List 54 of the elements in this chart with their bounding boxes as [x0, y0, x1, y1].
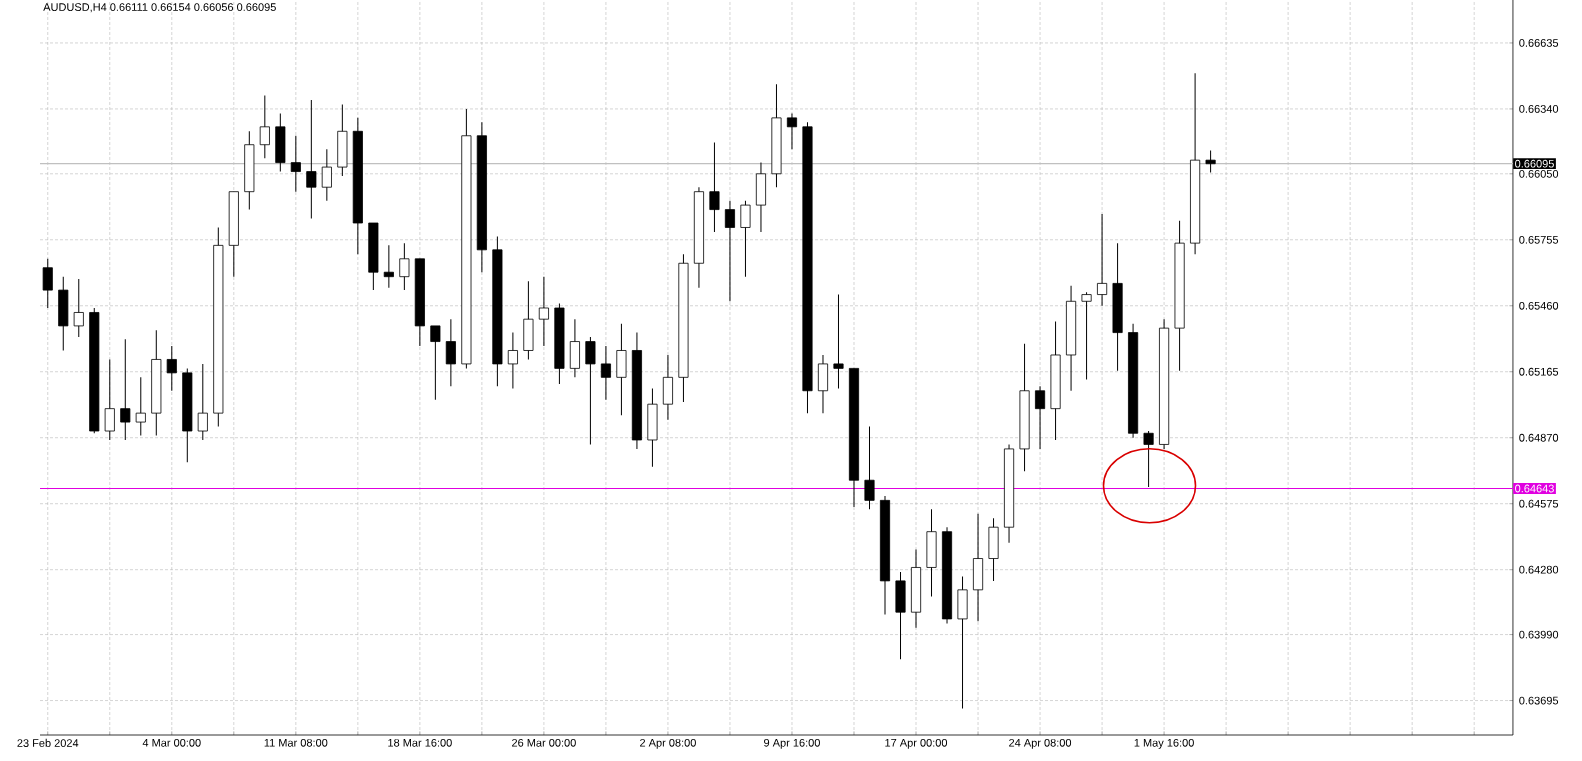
candlestick — [709, 141, 720, 233]
y-tick-label: 0.64870 — [1519, 433, 1559, 442]
candlestick — [786, 112, 798, 150]
x-tick-label: 11 Mar 08:00 — [264, 738, 328, 747]
candlestick — [864, 426, 875, 510]
candlestick — [197, 363, 208, 441]
x-tick-label: 23 Feb 2024 — [17, 738, 79, 747]
x-tick-label: 26 Mar 00:00 — [512, 738, 576, 747]
candlestick — [321, 148, 332, 202]
candlestick — [507, 332, 518, 390]
y-tick-label: 0.65755 — [1519, 235, 1559, 244]
candlestick — [383, 244, 394, 289]
x-tick-label: 1 May 16:00 — [1134, 738, 1194, 749]
candlestick — [1205, 150, 1216, 173]
x-tick-label: 17 Apr 00:00 — [885, 738, 948, 749]
candlestick — [166, 345, 177, 392]
y-tick-label: 0.64575 — [1519, 499, 1559, 508]
candlestick — [1097, 213, 1108, 307]
y-tick-label: 0.66340 — [1519, 105, 1559, 113]
y-tick-label: 0.63990 — [1519, 630, 1559, 639]
candlestick — [135, 376, 146, 436]
x-tick-label: 18 Mar 16:00 — [388, 738, 452, 747]
x-tick-label: 24 Apr 08:00 — [1009, 738, 1072, 749]
ref-line-label: 0.66095 — [1515, 159, 1554, 168]
candlestick — [445, 318, 456, 387]
candlestick — [73, 278, 84, 338]
y-tick-label: 0.65165 — [1519, 367, 1559, 376]
candlestick — [724, 200, 736, 302]
chart-title: AUDUSD,H4 0.66111 0.66154 0.66056 0.66095 — [43, 3, 276, 13]
y-tick-label: 0.66635 — [1519, 39, 1559, 47]
candlestick — [42, 258, 53, 309]
x-tick-label: 9 Apr 16:00 — [764, 738, 820, 749]
y-tick-label: 0.65460 — [1519, 301, 1559, 310]
candlestick — [430, 325, 441, 401]
ref-line-label: 0.64643 — [1515, 484, 1554, 493]
candlestick — [1143, 430, 1154, 488]
y-tick-label: 0.64280 — [1519, 565, 1559, 574]
candlestick — [1035, 385, 1046, 450]
candlestick — [600, 345, 611, 401]
candlestick — [259, 95, 270, 159]
y-tick-label: 0.63695 — [1519, 696, 1559, 705]
candlestick — [833, 294, 844, 390]
candlestick — [120, 338, 131, 441]
candlestick — [104, 358, 115, 441]
candlestick — [740, 200, 751, 278]
candlestick — [399, 242, 410, 291]
candlestick — [1081, 291, 1092, 381]
candlestick — [538, 276, 549, 347]
x-tick-label: 4 Mar 00:00 — [142, 738, 201, 747]
y-tick-label: 0.66050 — [1519, 169, 1559, 178]
x-tick-label: 2 Apr 08:00 — [640, 738, 696, 749]
candlestick — [585, 336, 596, 445]
candlestick — [290, 135, 301, 193]
candlestick — [306, 99, 317, 220]
